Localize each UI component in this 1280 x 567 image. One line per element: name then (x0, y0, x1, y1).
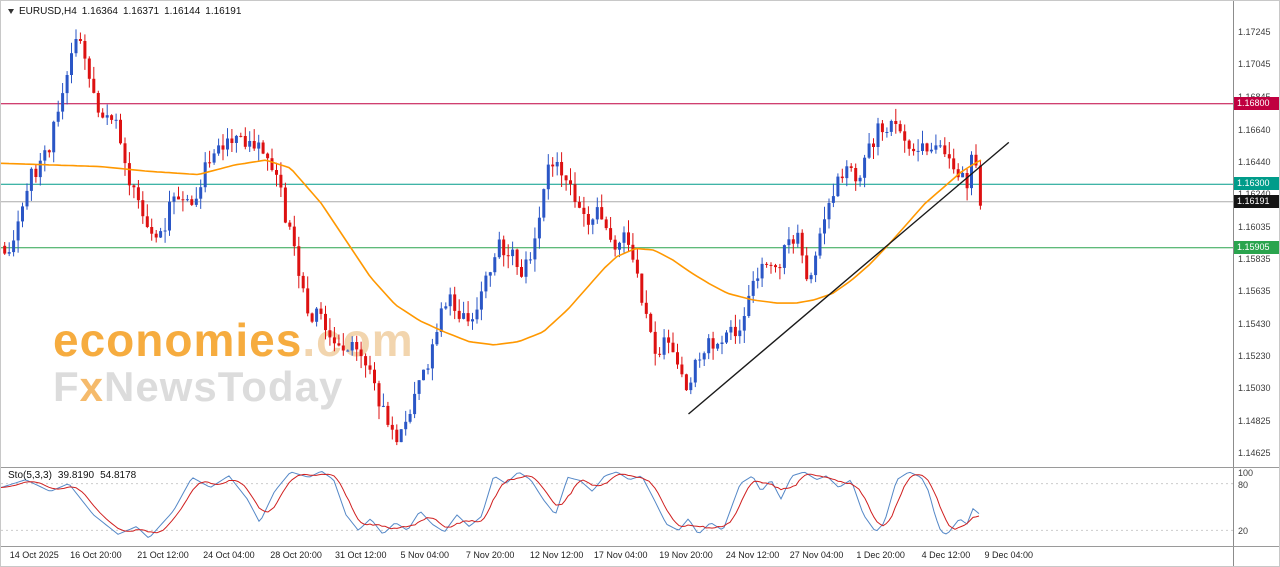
price-tick: 1.16640 (1238, 124, 1271, 135)
watermark-rest: NewsToday (104, 362, 344, 410)
watermark-x: x (79, 362, 105, 410)
price-tick: 1.15835 (1238, 253, 1271, 264)
panel-divider-top[interactable] (1, 467, 1279, 468)
price-scale[interactable]: 1.17245 1.17045 1.16845 1.16640 1.16440 1.162… (1233, 1, 1279, 566)
price-label-1.16800: 1.16800 (1234, 96, 1279, 110)
time-axis[interactable]: 14 Oct 2025 16 Oct 20:00 21 Oct 12:00 24 Oc… (1, 547, 1233, 566)
watermark-line1: economies.com (53, 314, 414, 366)
time-tick: 24 Oct 04:00 (203, 550, 255, 560)
price-tick: 1.16845 (1238, 92, 1271, 102)
ohlc-close: 1.16191 (205, 6, 242, 17)
stoch-axis-label: 100 (1238, 468, 1254, 478)
stochastic-signal-value: 54.8178 (100, 470, 137, 481)
time-tick: 12 Nov 12:00 (529, 550, 584, 560)
time-tick: 24 Nov 12:00 (725, 550, 780, 560)
watermark-brand: economies (53, 314, 303, 366)
stoch-main-line (1, 471, 980, 539)
price-tick: 1.14625 (1238, 448, 1271, 459)
panel-divider-bottom (1, 546, 1279, 547)
stochastic-legend: Sto(5,3,3) 39.8190 54.8178 (8, 470, 136, 481)
stochastic-label: Sto(5,3,3) (8, 470, 52, 481)
time-tick: 16 Oct 20:00 (70, 550, 122, 560)
trendline[interactable] (688, 141, 1010, 415)
price-tick: 1.15430 (1238, 318, 1271, 329)
time-tick: 19 Nov 20:00 (659, 550, 713, 560)
time-tick: 28 Oct 20:00 (270, 550, 322, 560)
price-tick: 1.17045 (1238, 59, 1271, 70)
time-tick: 31 Oct 12:00 (334, 550, 387, 560)
price-label-1.16191: 1.16191 (1234, 194, 1279, 208)
time-tick: 1 Dec 20:00 (856, 550, 905, 560)
symbol-timeframe: EURUSD,H4 (19, 6, 77, 17)
price-tick: 1.15030 (1238, 383, 1271, 394)
time-tick: 21 Oct 12:00 (137, 550, 189, 560)
moving-average-line[interactable] (1, 159, 982, 346)
watermark: economies.com FxNewsToday (53, 314, 414, 410)
time-tick: 4 Dec 12:00 (921, 550, 971, 560)
price-tick: 1.16240 (1238, 189, 1271, 199)
watermark-line2: FxNewsToday (53, 362, 414, 410)
watermark-tld: .com (302, 314, 414, 366)
symbol-legend: EURUSD,H4 1.16364 1.16371 1.16144 1.1619… (8, 6, 241, 17)
price-chart[interactable] (1, 1, 1233, 467)
price-tick: 1.15635 (1238, 286, 1271, 297)
ohlc-high: 1.16371 (122, 6, 160, 17)
ohlc-low: 1.16144 (164, 6, 201, 17)
ohlc-open: 1.16364 (81, 6, 118, 17)
price-tick: 1.15230 (1238, 351, 1271, 362)
price-tick: 1.17245 (1238, 27, 1271, 38)
stoch-signal-line (1, 473, 980, 534)
price-label-1.15905: 1.15905 (1234, 240, 1279, 254)
price-tick: 1.14825 (1238, 416, 1271, 427)
time-tick: 9 Dec 04:00 (984, 550, 1034, 560)
time-tick: 17 Nov 04:00 (593, 550, 648, 560)
price-tick: 1.16440 (1238, 156, 1271, 167)
time-tick: 7 Nov 20:00 (465, 550, 515, 560)
price-label-1.16300: 1.16300 (1234, 177, 1279, 191)
stochastic-panel[interactable] (1, 468, 1233, 546)
time-tick: 27 Nov 04:00 (789, 550, 844, 560)
time-tick: 14 Oct 2025 (9, 550, 59, 560)
stoch-axis-label: 80 (1238, 479, 1249, 490)
stochastic-main-value: 39.8190 (57, 470, 95, 481)
candles-series[interactable] (3, 29, 982, 446)
chevron-down-icon[interactable] (8, 9, 14, 14)
stoch-axis-label: 20 (1238, 526, 1249, 537)
time-tick: 5 Nov 04:00 (400, 550, 450, 560)
price-tick: 1.16035 (1238, 221, 1271, 232)
watermark-f: F (53, 362, 80, 410)
